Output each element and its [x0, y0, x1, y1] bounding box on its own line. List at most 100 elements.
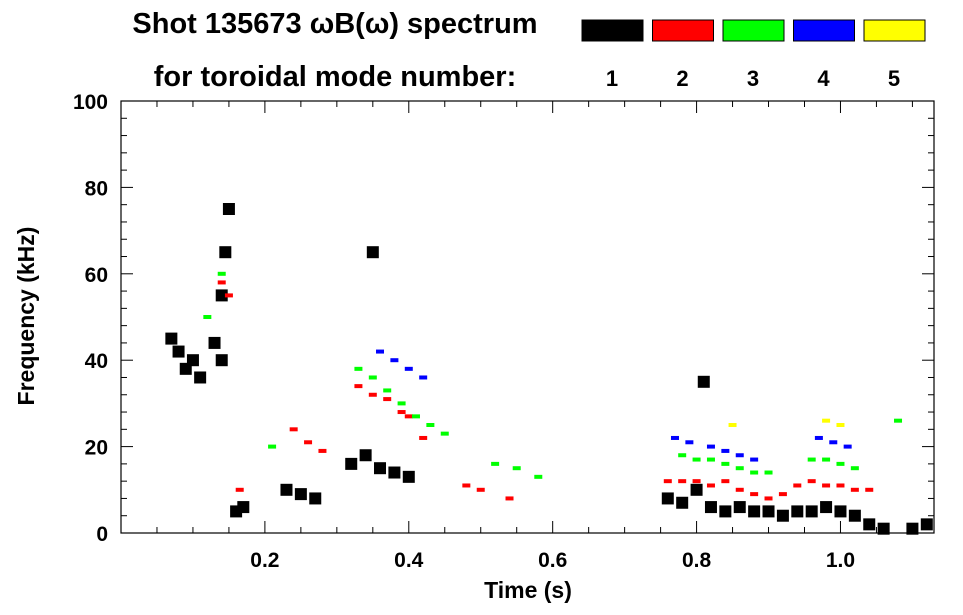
legend-swatch-5 [863, 19, 926, 42]
legend-label-2: 2 [676, 66, 688, 91]
mark-mode-1-22 [676, 496, 689, 509]
y-tick-label: 60 [85, 264, 108, 287]
mark-mode-2-3 [289, 427, 298, 432]
mark-mode-4-0 [376, 349, 385, 354]
mark-mode-1-36 [863, 518, 876, 531]
mark-mode-3-9 [440, 431, 449, 436]
x-tick-label: 0.6 [538, 549, 567, 572]
legend-swatch-4 [793, 19, 855, 42]
mark-mode-2-15 [663, 479, 672, 484]
mark-mode-1-15 [345, 457, 358, 470]
mark-mode-2-13 [476, 487, 485, 492]
mark-mode-2-14 [505, 496, 514, 501]
mark-mode-1-12 [280, 483, 293, 496]
mark-mode-3-0 [217, 271, 226, 276]
mark-mode-3-24 [894, 418, 903, 423]
series-mode-2 [217, 280, 874, 501]
legend-label-3: 3 [747, 66, 759, 91]
mark-mode-3-12 [534, 474, 543, 479]
mark-mode-2-5 [318, 448, 327, 453]
mark-mode-1-0 [165, 332, 178, 345]
mark-mode-3-16 [721, 461, 730, 466]
mark-mode-2-19 [721, 479, 730, 484]
mark-mode-4-8 [735, 453, 744, 458]
mark-mode-1-30 [776, 509, 789, 522]
x-tick-label: 0.8 [682, 549, 712, 572]
legend-label-4: 4 [817, 66, 830, 91]
mark-mode-3-11 [512, 466, 521, 471]
mark-mode-1-25 [704, 501, 717, 514]
mark-mode-2-22 [764, 496, 773, 501]
y-tick-label: 0 [96, 523, 108, 546]
mark-mode-1-4 [194, 371, 207, 384]
mark-mode-2-11 [419, 435, 428, 440]
mark-mode-3-13 [678, 453, 687, 458]
mark-mode-1-33 [820, 501, 833, 514]
mark-mode-1-9 [215, 354, 228, 367]
mark-mode-4-10 [814, 435, 823, 440]
mark-mode-2-9 [397, 410, 406, 415]
mark-mode-1-13 [294, 488, 307, 501]
legend: 1 2 3 4 5 [581, 19, 926, 91]
mark-mode-1-14 [309, 492, 322, 505]
mark-mode-1-18 [388, 466, 401, 479]
mark-mode-2-26 [822, 483, 831, 488]
mark-mode-3-19 [764, 470, 773, 475]
mark-mode-1-39 [920, 518, 933, 531]
mark-mode-3-1 [203, 315, 212, 319]
series-mode-5 [728, 418, 845, 427]
mark-mode-1-7 [219, 246, 232, 259]
mark-mode-4-2 [404, 366, 413, 371]
mark-mode-3-21 [822, 457, 831, 462]
mark-mode-1-11 [237, 501, 250, 514]
mark-mode-3-10 [491, 461, 500, 466]
series-mode-4 [376, 349, 852, 462]
y-axis-label: Frequency (kHz) [13, 227, 39, 406]
mark-mode-1-20 [366, 246, 379, 259]
mark-mode-2-6 [354, 384, 363, 389]
x-tick-label: 1.0 [826, 549, 855, 572]
mark-mode-2-21 [750, 492, 759, 497]
mark-mode-1-28 [748, 505, 761, 518]
y-tick-label: 80 [85, 177, 108, 200]
legend-label-1: 1 [606, 66, 618, 91]
mark-mode-4-3 [419, 375, 428, 380]
mark-mode-3-18 [750, 470, 759, 475]
mark-mode-2-4 [304, 440, 313, 445]
mark-mode-3-6 [397, 401, 406, 406]
x-axis-label: Time (s) [484, 577, 572, 603]
series-mode-1 [165, 203, 933, 535]
mark-mode-2-25 [807, 479, 816, 484]
mark-mode-1-19 [402, 470, 415, 483]
mark-mode-2-7 [368, 392, 377, 397]
mark-mode-1-32 [805, 505, 818, 518]
mark-mode-1-21 [661, 492, 674, 505]
mark-mode-2-20 [735, 487, 744, 492]
legend-swatch-2 [652, 19, 714, 42]
x-tick-label: 0.2 [250, 549, 279, 572]
mark-mode-2-18 [706, 483, 715, 488]
chart-title: Shot 135673 ωB(ω) spectrum [132, 8, 537, 40]
mark-mode-4-1 [390, 358, 399, 363]
mark-mode-2-2 [235, 487, 244, 492]
mark-mode-4-12 [843, 444, 852, 449]
y-tick-label: 100 [73, 91, 108, 114]
mark-mode-3-14 [692, 457, 701, 462]
mark-mode-1-27 [733, 501, 746, 514]
mark-mode-1-31 [791, 505, 804, 518]
chart-subtitle: for toroidal mode number: [154, 61, 517, 93]
mark-mode-4-5 [685, 440, 694, 445]
mark-mode-4-11 [829, 440, 838, 445]
mark-mode-1-23 [690, 483, 703, 496]
mark-mode-3-17 [735, 466, 744, 471]
mark-mode-2-0 [217, 280, 226, 285]
mark-mode-1-26 [719, 505, 732, 518]
mark-mode-3-2 [268, 444, 277, 449]
mark-mode-3-7 [411, 414, 420, 419]
mark-mode-2-16 [678, 479, 687, 484]
axes: 0.2 0.4 0.6 0.8 1.0 0 20 40 60 80 100 [73, 91, 935, 572]
mark-mode-1-6 [215, 289, 228, 302]
legend-swatch-1 [581, 19, 644, 42]
x-tick-label: 0.4 [394, 549, 424, 572]
